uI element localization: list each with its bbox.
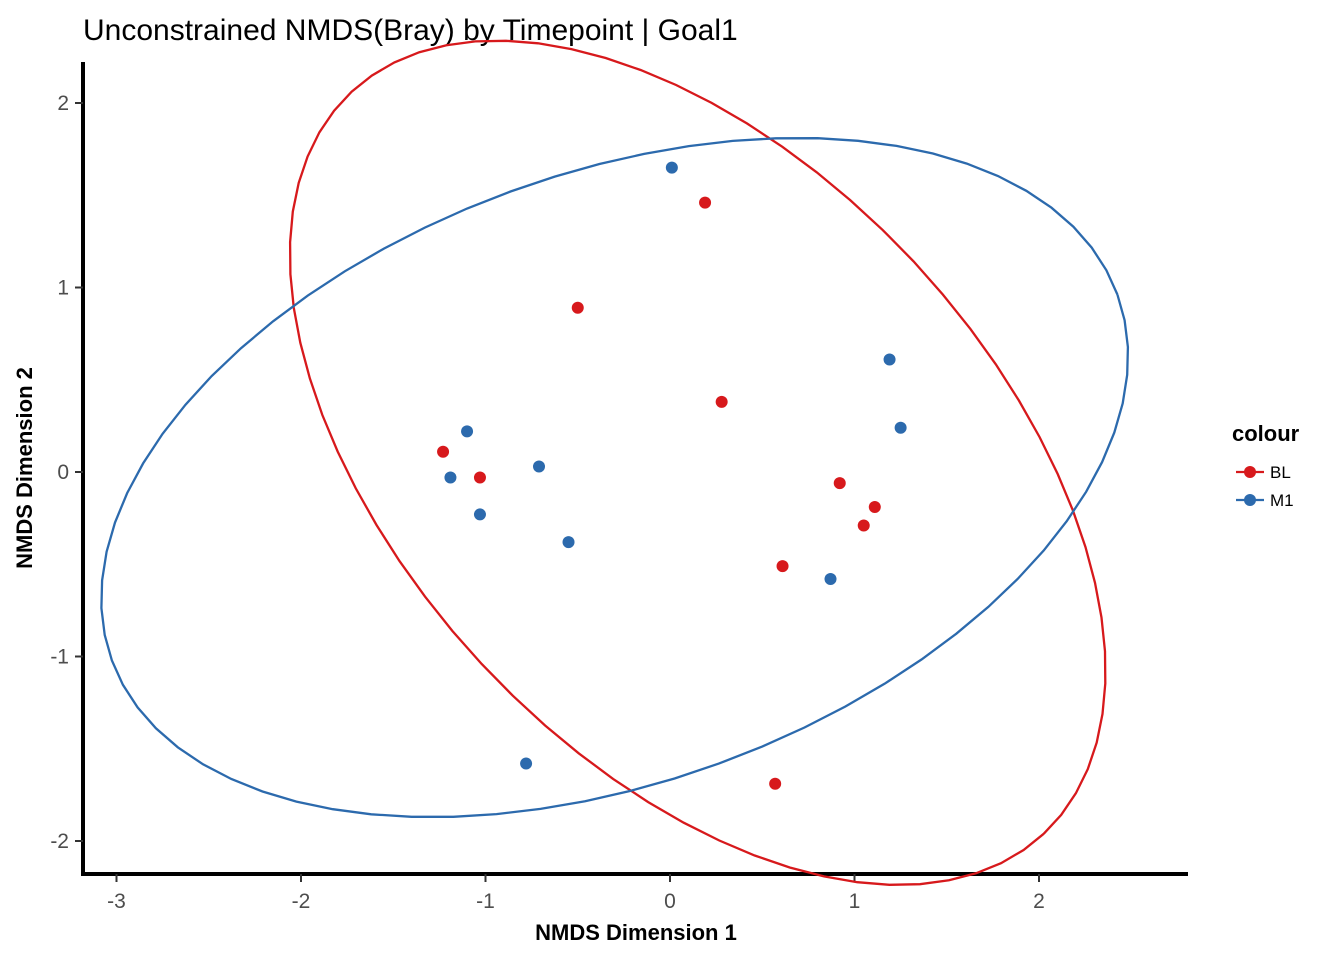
point-bl — [571, 301, 584, 314]
point-m1 — [444, 471, 457, 484]
point-bl — [699, 196, 712, 209]
y-axis-title: NMDS Dimension 2 — [12, 367, 37, 569]
ellipse-m1 — [100, 137, 1130, 818]
legend-key-point — [1244, 466, 1256, 478]
y-tick-label: 0 — [57, 461, 69, 484]
y-tick-label: 1 — [57, 277, 69, 300]
point-bl — [437, 445, 450, 458]
chart-title: Unconstrained NMDS(Bray) by Timepoint | … — [83, 14, 738, 47]
x-tick-label: 2 — [1033, 890, 1045, 913]
point-m1 — [824, 573, 837, 586]
point-bl — [833, 477, 846, 490]
point-bl — [857, 519, 870, 532]
x-tick-label: 1 — [849, 890, 861, 913]
y-tick-label: 2 — [57, 92, 69, 115]
x-tick-label: -1 — [476, 890, 495, 913]
point-m1 — [883, 353, 896, 366]
y-tick-label: -2 — [50, 830, 69, 853]
point-bl — [715, 395, 728, 408]
point-bl — [769, 777, 782, 790]
legend-key-point — [1244, 494, 1256, 506]
point-m1 — [562, 536, 575, 549]
point-m1 — [665, 161, 678, 174]
legend-title: colour — [1232, 421, 1300, 446]
legend-label-m1: M1 — [1270, 491, 1294, 510]
x-tick-label: -2 — [292, 890, 311, 913]
point-bl — [868, 501, 881, 514]
plot-area: -3 -2 -1 0 1 2 -2 -1 0 1 2 — [50, 39, 1188, 913]
point-m1 — [520, 757, 533, 770]
y-tick-label: -1 — [50, 646, 69, 669]
ellipse-bl — [288, 39, 1107, 886]
x-axis-title: NMDS Dimension 1 — [535, 920, 737, 945]
x-tick-label: 0 — [664, 890, 676, 913]
legend: colour BL M1 — [1232, 421, 1300, 510]
point-m1 — [533, 460, 546, 473]
point-m1 — [894, 421, 907, 434]
point-m1 — [461, 425, 474, 438]
point-bl — [473, 471, 486, 484]
legend-label-bl: BL — [1270, 463, 1291, 482]
x-tick-label: -3 — [107, 890, 126, 913]
point-bl — [776, 560, 789, 573]
point-m1 — [473, 508, 486, 521]
